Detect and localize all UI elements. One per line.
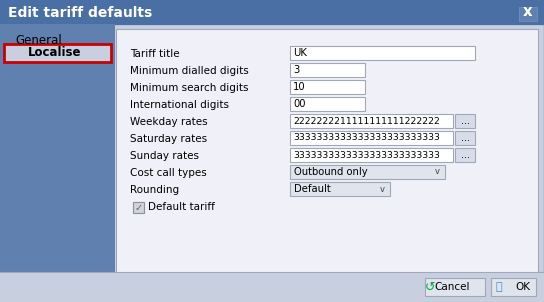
Text: Sunday rates: Sunday rates: [130, 151, 199, 161]
FancyBboxPatch shape: [455, 114, 475, 128]
Text: International digits: International digits: [130, 100, 229, 110]
Text: v: v: [380, 185, 385, 194]
Text: 2222222211111111111222222: 2222222211111111111222222: [293, 117, 440, 126]
FancyBboxPatch shape: [133, 202, 144, 213]
Text: 3333333333333333333333333: 3333333333333333333333333: [293, 133, 440, 143]
FancyBboxPatch shape: [0, 24, 115, 302]
FancyBboxPatch shape: [290, 148, 453, 162]
Text: Localise: Localise: [28, 47, 82, 59]
FancyBboxPatch shape: [290, 63, 365, 77]
Text: Tariff title: Tariff title: [130, 49, 180, 59]
Text: v: v: [435, 168, 440, 176]
Text: Default: Default: [294, 184, 331, 194]
FancyBboxPatch shape: [290, 182, 390, 196]
Text: Rounding: Rounding: [130, 185, 179, 195]
Text: Outbound only: Outbound only: [294, 167, 368, 177]
FancyBboxPatch shape: [290, 114, 453, 128]
Text: X: X: [524, 8, 531, 18]
Text: X: X: [523, 7, 533, 20]
Text: Cancel: Cancel: [434, 282, 470, 292]
Text: 00: 00: [293, 99, 306, 109]
Text: OK: OK: [516, 282, 530, 292]
Text: 3: 3: [293, 65, 299, 75]
Text: General: General: [15, 34, 62, 47]
Text: ...: ...: [461, 133, 469, 143]
Text: Saturday rates: Saturday rates: [130, 134, 207, 144]
FancyBboxPatch shape: [290, 46, 475, 60]
FancyBboxPatch shape: [290, 165, 445, 179]
Text: Cost call types: Cost call types: [130, 168, 207, 178]
Text: Edit tariff defaults: Edit tariff defaults: [8, 6, 152, 20]
FancyBboxPatch shape: [0, 24, 544, 302]
FancyBboxPatch shape: [290, 97, 365, 111]
Text: Minimum search digits: Minimum search digits: [130, 83, 249, 93]
Text: UK: UK: [293, 48, 307, 58]
Text: 10: 10: [293, 82, 306, 92]
FancyBboxPatch shape: [425, 278, 485, 296]
Text: 💾: 💾: [496, 282, 502, 292]
Text: ✓: ✓: [134, 203, 143, 213]
FancyBboxPatch shape: [290, 80, 365, 94]
FancyBboxPatch shape: [455, 131, 475, 145]
Text: Weekday rates: Weekday rates: [130, 117, 208, 127]
Text: ↺: ↺: [425, 281, 435, 294]
FancyBboxPatch shape: [4, 44, 111, 62]
Text: ...: ...: [461, 150, 469, 160]
FancyBboxPatch shape: [0, 0, 544, 25]
Text: Minimum dialled digits: Minimum dialled digits: [130, 66, 249, 76]
Text: Default tariff: Default tariff: [148, 203, 215, 213]
FancyBboxPatch shape: [116, 29, 538, 284]
FancyBboxPatch shape: [290, 131, 453, 145]
Text: ...: ...: [461, 116, 469, 126]
FancyBboxPatch shape: [519, 7, 537, 21]
FancyBboxPatch shape: [0, 272, 544, 302]
Text: 3333333333333333333333333: 3333333333333333333333333: [293, 150, 440, 159]
FancyBboxPatch shape: [491, 278, 536, 296]
FancyBboxPatch shape: [455, 148, 475, 162]
